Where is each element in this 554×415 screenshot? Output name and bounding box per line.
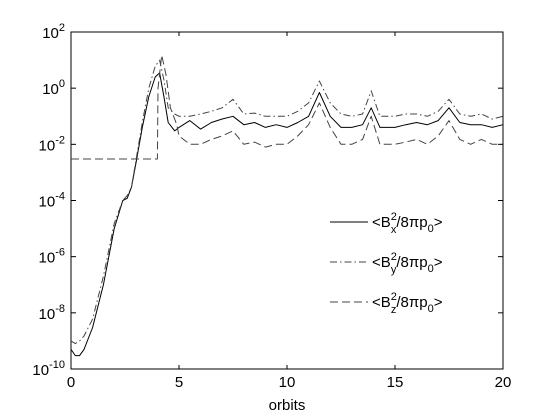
- legend-label-3: <B2 z/8πp0>: [372, 291, 443, 316]
- legend-label-1: <B2 x/8πp0>: [372, 211, 443, 236]
- x-tick-label: 10: [279, 374, 296, 391]
- legend: <B2 x/8πp0> <B2 y/8πp0> <B2 z/8πp0>: [330, 211, 443, 316]
- y-tick-label: 10-6: [39, 247, 65, 267]
- x-tick-label: 5: [175, 374, 183, 391]
- tick-layer: 0 5 10 15 20 10-10 10-8 10-6 10-4 10-2 100 102: [32, 22, 511, 391]
- y-tick-label: 102: [42, 22, 65, 42]
- series-layer: [70, 54, 504, 357]
- x-tick-label: 20: [495, 374, 512, 391]
- y-tick-label: 10-10: [32, 359, 65, 379]
- series-line-2: [70, 59, 504, 345]
- y-tick-label: 10-4: [39, 191, 65, 211]
- x-tick-label: 0: [67, 374, 75, 391]
- y-tick-label: 100: [42, 78, 65, 98]
- y-tick-label: 10-2: [39, 134, 65, 154]
- y-tick-label: 10-8: [39, 303, 65, 323]
- plot-frame: [70, 31, 504, 370]
- series-line-3: [71, 54, 503, 160]
- x-axis-label: orbits: [269, 397, 306, 414]
- series-line-1: [70, 72, 504, 357]
- x-tick-label: 15: [387, 374, 404, 391]
- legend-label-2: <B2 y/8πp0>: [372, 251, 443, 276]
